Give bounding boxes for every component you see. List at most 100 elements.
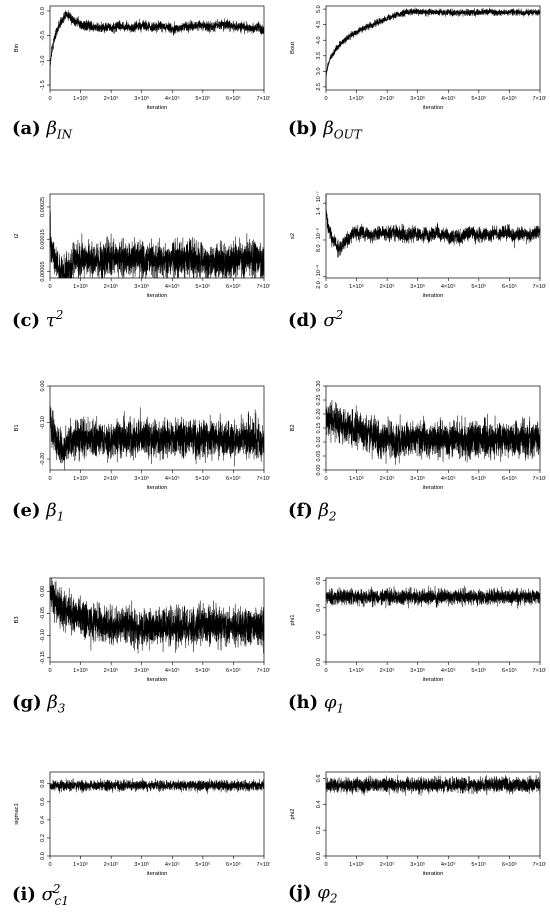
x-tick-label: 0	[48, 476, 51, 482]
trace-plot-beta2: 0 1×10⁵ 2×10⁵ 3×10⁵ 4×10⁵ 5×10⁵ 6×10⁵ 7×10⁵ iter…	[290, 381, 546, 491]
panel-h: 0 1×10⁵ 2×10⁵ 3×10⁵ 4×10⁵ 5×10⁵ 6×10⁵ 7×10⁵ iter…	[284, 572, 546, 737]
x-tick-label: 3×10⁵	[134, 667, 149, 674]
x-tick-label: 5×10⁵	[471, 475, 486, 482]
x-tick-label: 6×10⁵	[226, 861, 241, 868]
x-tick-label: 6×10⁵	[502, 861, 517, 868]
x-tick-label: 6×10⁵	[502, 95, 517, 102]
x-tick-label: 1×10⁵	[73, 283, 88, 290]
y-tick-label: 5.0	[316, 5, 322, 13]
caption-symbol: φ	[323, 692, 337, 713]
x-tick-label: 5×10⁵	[471, 95, 486, 102]
x-tick-label: 7×10⁵	[533, 95, 546, 102]
caption-tag: (g)	[12, 692, 42, 713]
caption-symbol: β	[323, 118, 334, 139]
caption-sub: 2	[329, 891, 338, 906]
trace-series	[49, 577, 265, 654]
trace-plot-beta3: 0 1×10⁵ 2×10⁵ 3×10⁵ 4×10⁵ 5×10⁵ 6×10⁵ 7×10⁵ iter…	[14, 577, 270, 683]
panel-a: 0 1×10⁵ 2×10⁵ 3×10⁵ 4×10⁵ 5×10⁵ 6×10⁵ 7×10⁵ iter…	[8, 0, 270, 155]
caption-symbol: β	[318, 500, 329, 521]
caption-e: (e) β1	[12, 500, 64, 524]
y-tick-label: 0.30	[316, 381, 322, 392]
x-tick-label: 0	[324, 862, 327, 868]
x-tick-label: 0	[48, 668, 51, 674]
trace-plot-phi2: 0 1×10⁵ 2×10⁵ 3×10⁵ 4×10⁵ 5×10⁵ 6×10⁵ 7×10⁵ iter…	[290, 771, 546, 877]
x-tick-label: 3×10⁵	[410, 283, 425, 290]
caption-tag: (d)	[288, 310, 318, 331]
y-tick-label: 0.2	[40, 834, 46, 842]
x-tick-label: 2×10⁵	[104, 95, 119, 102]
y-tick-label: 3.5	[316, 52, 322, 60]
trace-plot-sigma-c1: 0 1×10⁵ 2×10⁵ 3×10⁵ 4×10⁵ 5×10⁵ 6×10⁵ 7×10⁵ iter…	[14, 771, 270, 877]
plot-frame	[325, 577, 541, 663]
x-axis-label: iteration	[423, 871, 444, 877]
x-axis-label: iteration	[147, 485, 168, 491]
trace-series	[325, 193, 541, 258]
caption-symbol: σ	[323, 310, 336, 331]
panel-c: 0 1×10⁵ 2×10⁵ 3×10⁵ 4×10⁵ 5×10⁵ 6×10⁵ 7×10⁵ iter…	[8, 188, 270, 353]
caption-a: (a) βIN	[12, 118, 72, 142]
x-tick-label: 6×10⁵	[502, 475, 517, 482]
caption-sub: 3	[57, 701, 66, 716]
y-tick-label: 2.5	[316, 83, 322, 91]
x-tick-label: 4×10⁵	[441, 95, 456, 102]
x-tick-label: 6×10⁵	[226, 95, 241, 102]
y-tick-label: 2.0 · 10⁻⁸	[315, 264, 322, 289]
caption-symbol: β	[46, 500, 57, 521]
y-tick-label: 0.15	[316, 423, 322, 434]
caption-symbol: β	[46, 118, 57, 139]
y-tick-label: 0.0	[40, 852, 46, 860]
caption-sub: OUT	[333, 127, 362, 142]
trace-series	[325, 775, 541, 796]
caption-tag: (j)	[288, 882, 312, 903]
caption-g: (g) β3	[12, 692, 65, 716]
x-tick-label: 7×10⁵	[257, 861, 270, 868]
caption-sup: 2	[55, 308, 64, 322]
caption-f: (f) β2	[288, 500, 337, 524]
y-tick-label: -0.10	[40, 416, 46, 429]
x-tick-label: 5×10⁵	[195, 861, 210, 868]
caption-d: (d) σ2	[288, 308, 343, 331]
x-tick-label: 2×10⁵	[380, 667, 395, 674]
x-tick-label: 0	[48, 284, 51, 290]
caption-i: (i) σ2c1	[12, 882, 76, 908]
y-tick-label: 0.2	[316, 826, 322, 834]
caption-tag: (c)	[12, 310, 40, 331]
panel-f: 0 1×10⁵ 2×10⁵ 3×10⁵ 4×10⁵ 5×10⁵ 6×10⁵ 7×10⁵ iter…	[284, 380, 546, 545]
x-tick-label: 1×10⁵	[349, 861, 364, 868]
x-tick-label: 2×10⁵	[380, 475, 395, 482]
y-tick-label: 0.25	[316, 395, 322, 406]
x-tick-label: 7×10⁵	[533, 861, 546, 868]
trace-series	[49, 210, 265, 279]
plot-frame	[49, 5, 265, 91]
x-tick-label: 7×10⁵	[533, 667, 546, 674]
trace-plot-beta1: 0 1×10⁵ 2×10⁵ 3×10⁵ 4×10⁵ 5×10⁵ 6×10⁵ 7×10⁵ iter…	[14, 381, 270, 491]
x-tick-label: 1×10⁵	[349, 95, 364, 102]
x-tick-label: 4×10⁵	[441, 475, 456, 482]
trace-plot-sigma2: 0 1×10⁵ 2×10⁵ 3×10⁵ 4×10⁵ 5×10⁵ 6×10⁵ 7×10⁵ iter…	[290, 191, 546, 299]
trace-series	[49, 10, 265, 88]
y-tick-label: 4.5	[316, 21, 322, 29]
y-tick-label: -1.0	[40, 56, 46, 66]
x-tick-label: 3×10⁵	[410, 861, 425, 868]
x-tick-label: 7×10⁵	[533, 283, 546, 290]
x-axis-label: iteration	[423, 105, 444, 111]
caption-sub: IN	[56, 127, 73, 142]
panel-j: 0 1×10⁵ 2×10⁵ 3×10⁵ 4×10⁵ 5×10⁵ 6×10⁵ 7×10⁵ iter…	[284, 766, 546, 920]
y-tick-label: 0.10	[316, 437, 322, 448]
x-tick-label: 4×10⁵	[165, 861, 180, 868]
y-axis-label: s2	[290, 233, 296, 239]
trace-series	[325, 585, 541, 609]
y-tick-label: 0.05	[316, 451, 322, 462]
y-tick-label: -0.5	[40, 31, 46, 41]
x-tick-label: 6×10⁵	[226, 475, 241, 482]
x-tick-label: 2×10⁵	[380, 95, 395, 102]
panel-b: 0 1×10⁵ 2×10⁵ 3×10⁵ 4×10⁵ 5×10⁵ 6×10⁵ 7×10⁵ iter…	[284, 0, 546, 155]
y-axis-label: B1	[14, 424, 20, 431]
caption-h: (h) φ1	[288, 692, 344, 716]
x-tick-label: 1×10⁵	[73, 475, 88, 482]
x-tick-label: 4×10⁵	[441, 667, 456, 674]
x-tick-label: 6×10⁵	[502, 283, 517, 290]
panel-e: 0 1×10⁵ 2×10⁵ 3×10⁵ 4×10⁵ 5×10⁵ 6×10⁵ 7×10⁵ iter…	[8, 380, 270, 545]
panel-d: 0 1×10⁵ 2×10⁵ 3×10⁵ 4×10⁵ 5×10⁵ 6×10⁵ 7×10⁵ iter…	[284, 188, 546, 353]
y-axis-label: Bout	[290, 42, 296, 54]
